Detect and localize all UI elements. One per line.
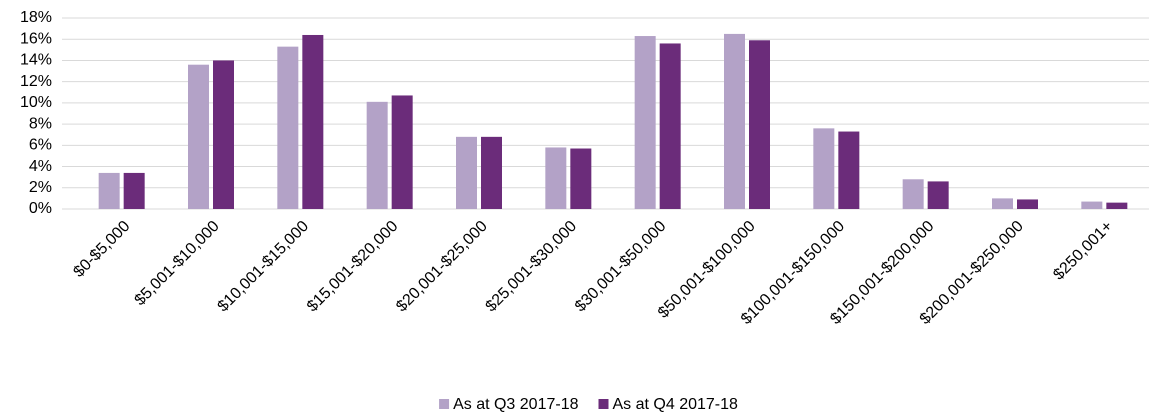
legend-swatch — [598, 399, 609, 409]
legend-item: As at Q3 2017-18 — [439, 396, 579, 413]
bar — [1081, 201, 1103, 209]
bar — [456, 136, 477, 209]
bar — [570, 148, 592, 209]
bar — [634, 36, 656, 210]
y-tick-label: 6% — [29, 137, 52, 154]
bar — [927, 181, 949, 209]
x-tick-label: $50,001-$100,000 — [655, 218, 759, 322]
bar — [724, 33, 745, 209]
bar — [302, 34, 324, 209]
x-tick-label: $20,001-$25,000 — [393, 218, 491, 316]
bar — [366, 101, 388, 209]
y-tick-label: 12% — [20, 73, 52, 90]
y-tick-label: 16% — [20, 30, 52, 47]
x-tick-label: $15,001-$20,000 — [304, 218, 402, 316]
bar — [749, 40, 770, 210]
legend-label: As at Q4 2017-18 — [613, 396, 739, 413]
bar — [813, 128, 835, 209]
bar — [838, 131, 860, 209]
bar — [481, 136, 502, 209]
bar — [1106, 202, 1128, 209]
x-tick-label: $25,001-$30,000 — [483, 218, 581, 316]
y-tick-label: 14% — [20, 52, 52, 69]
x-tick-label: $30,001-$50,000 — [572, 218, 670, 316]
bar — [213, 60, 234, 209]
bar — [545, 147, 567, 209]
bar — [902, 179, 924, 209]
x-tick-label: $250,001+ — [1050, 218, 1116, 284]
x-tick-label: $200,001-$250,000 — [917, 218, 1027, 328]
y-tick-label: 8% — [29, 115, 52, 132]
legend-label: As at Q3 2017-18 — [453, 396, 579, 413]
legend-swatch — [439, 399, 450, 409]
x-tick-label: $5,001-$10,000 — [132, 218, 223, 309]
bar — [659, 43, 681, 209]
y-tick-label: 4% — [29, 158, 52, 175]
bar — [277, 46, 299, 210]
bar — [98, 172, 120, 209]
legend: As at Q3 2017-18 As at Q4 2017-18 — [439, 396, 738, 413]
bar — [188, 64, 209, 209]
bar — [992, 198, 1013, 209]
x-tick-label: $0-$5,000 — [71, 218, 134, 281]
bar — [1017, 199, 1038, 209]
legend-item: As at Q4 2017-18 — [598, 396, 739, 413]
bar — [391, 95, 413, 209]
y-tick-label: 18% — [20, 9, 52, 26]
y-tick-label: 2% — [29, 179, 52, 196]
y-tick-label: 10% — [20, 94, 52, 111]
bar — [123, 172, 145, 209]
x-tick-label: $10,001-$15,000 — [215, 218, 313, 316]
y-tick-label: 0% — [29, 200, 52, 217]
